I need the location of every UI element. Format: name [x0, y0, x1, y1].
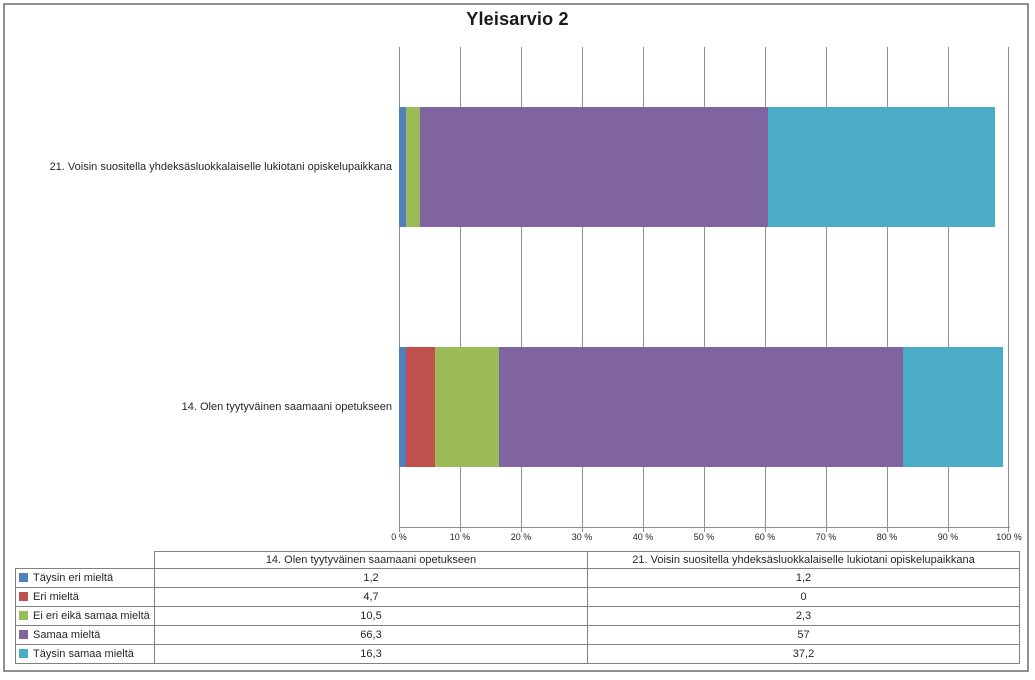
x-axis-tick [765, 528, 766, 532]
table-row: Täysin eri mieltä 1,2 1,2 [15, 568, 1020, 588]
x-axis-tick [948, 528, 949, 532]
table-header-cell: 14. Olen tyytyväinen saamaani opetukseen [154, 551, 588, 569]
gridline [460, 47, 461, 527]
table-corner-cell [16, 552, 155, 569]
x-axis-tick [582, 528, 583, 532]
x-axis-tick-label: 100 % [996, 532, 1022, 542]
bar-segment [399, 347, 407, 467]
legend-label: Eri mieltä [33, 591, 79, 603]
table-value-cell: 66,3 [154, 625, 588, 645]
bar-segment [420, 107, 769, 227]
legend-swatch-icon [19, 649, 28, 658]
table-header-cell: 21. Voisin suositella yhdeksäsluokkalais… [587, 551, 1020, 569]
gridline [765, 47, 766, 527]
x-axis-tick-label: 40 % [632, 532, 654, 542]
gridline [643, 47, 644, 527]
x-axis-tick-label: 80 % [876, 532, 898, 542]
x-axis-line [399, 527, 1010, 528]
gridline [887, 47, 888, 527]
table-value-cell: 2,3 [587, 606, 1020, 626]
bar-segment [434, 347, 500, 467]
table-value-cell: 57 [587, 625, 1020, 645]
table-row: Samaa mieltä 66,3 57 [15, 625, 1020, 645]
category-label: 21. Voisin suositella yhdeksäsluokkalais… [49, 161, 392, 173]
table-row-label: Täysin eri mieltä [15, 568, 155, 588]
category-label: 14. Olen tyytyväinen saamaani opetukseen [181, 401, 392, 413]
gridline [704, 47, 705, 527]
x-axis-tick [460, 528, 461, 532]
bar-segment [903, 347, 1003, 467]
gridline [521, 47, 522, 527]
data-table-grid: 14. Olen tyytyväinen saamaani opetukseen… [15, 551, 1020, 664]
bar-category-0 [399, 107, 1009, 227]
bar-segment [406, 347, 435, 467]
table-row-label: Ei eri eikä samaa mieltä [15, 606, 155, 626]
table-value-cell: 4,7 [154, 587, 588, 607]
legend-swatch-icon [19, 592, 28, 601]
x-axis-tick [704, 528, 705, 532]
x-axis-tick-label: 0 % [391, 532, 407, 542]
chart-title: Yleisarvio 2 [466, 9, 569, 29]
legend-swatch-icon [19, 630, 28, 639]
bar-segment [406, 107, 421, 227]
x-axis-tick [887, 528, 888, 532]
legend-swatch-icon [19, 573, 28, 582]
table-row-label: Täysin samaa mieltä [15, 644, 155, 664]
bar-segment [499, 347, 904, 467]
table-header-row: 14. Olen tyytyväinen saamaani opetukseen… [16, 551, 1020, 569]
x-axis-tick-label: 20 % [510, 532, 532, 542]
table-row-label: Eri mieltä [15, 587, 155, 607]
x-axis-tick-label: 10 % [449, 532, 471, 542]
bar-category-1 [399, 347, 1009, 467]
table-row: Eri mieltä 4,7 0 [15, 587, 1020, 607]
gridline [826, 47, 827, 527]
x-axis-tick [643, 528, 644, 532]
legend-label: Samaa mieltä [33, 629, 101, 641]
gridline [948, 47, 949, 527]
x-axis-tick [521, 528, 522, 532]
table-value-cell: 10,5 [154, 606, 588, 626]
legend-swatch-icon [19, 611, 28, 620]
table-row: Täysin samaa mieltä 16,3 37,2 [15, 644, 1020, 664]
bar-segment [399, 107, 407, 227]
data-table: 14. Olen tyytyväinen saamaani opetukseen… [15, 551, 1020, 664]
legend-label: Täysin eri mieltä [33, 572, 114, 584]
table-value-cell: 1,2 [154, 568, 588, 588]
table-value-cell: 0 [587, 587, 1020, 607]
table-value-cell: 16,3 [154, 644, 588, 664]
chart-border [3, 3, 1029, 672]
legend-label: Täysin samaa mieltä [33, 648, 134, 660]
table-row-label: Samaa mieltä [15, 625, 155, 645]
gridline [582, 47, 583, 527]
table-value-cell: 1,2 [587, 568, 1020, 588]
x-axis-tick [1008, 528, 1009, 532]
bar-segment [768, 107, 995, 227]
x-axis-tick [399, 528, 400, 532]
x-axis-tick-label: 50 % [693, 532, 715, 542]
table-row: Ei eri eikä samaa mieltä 10,5 2,3 [15, 606, 1020, 626]
x-axis-tick-label: 90 % [937, 532, 959, 542]
x-axis-tick-label: 70 % [815, 532, 837, 542]
plot-area [399, 47, 1010, 532]
gridline [1008, 47, 1009, 527]
x-axis-tick-label: 30 % [571, 532, 593, 542]
legend-label: Ei eri eikä samaa mieltä [33, 610, 150, 622]
gridline [399, 47, 400, 527]
table-value-cell: 37,2 [587, 644, 1020, 664]
x-axis-tick-label: 60 % [754, 532, 776, 542]
x-axis-tick [826, 528, 827, 532]
